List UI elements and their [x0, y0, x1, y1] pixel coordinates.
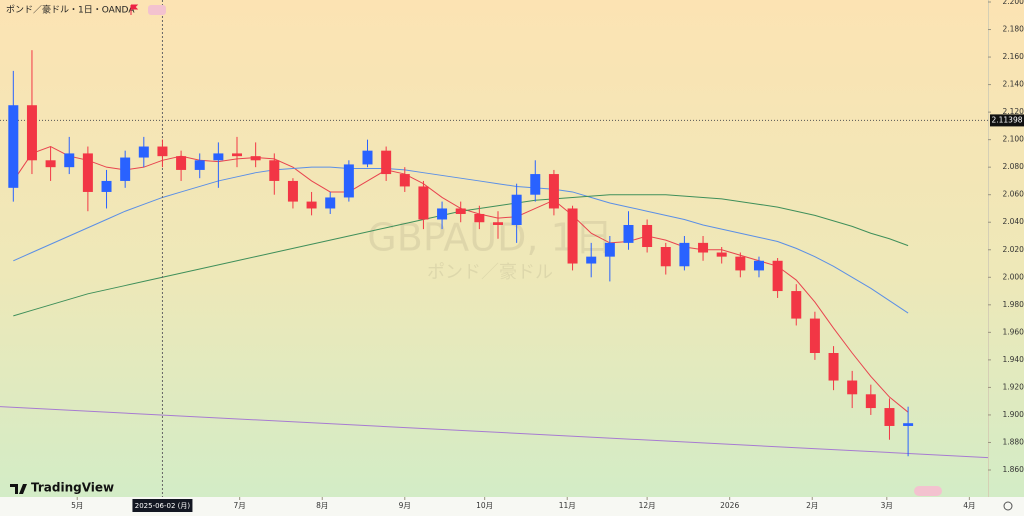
y-tick-label: 1.94000	[1002, 355, 1024, 364]
candle-body	[418, 186, 429, 220]
candle-body	[455, 208, 466, 214]
candle-body	[865, 394, 876, 409]
candle-body	[492, 222, 503, 225]
x-tick-label: 10月	[476, 501, 493, 510]
logo-icon	[10, 484, 27, 494]
candle-body	[194, 160, 205, 170]
x-axis-strip	[0, 497, 1024, 516]
candle-body	[474, 213, 485, 223]
y-tick-label: 2.16000	[1002, 52, 1024, 61]
y-tick-label: 2.14000	[1002, 80, 1024, 89]
candle-body	[567, 208, 578, 264]
y-tick-label: 2.04000	[1002, 217, 1024, 226]
x-tick-label: 9月	[399, 501, 411, 510]
y-tick-label: 2.00000	[1002, 272, 1024, 281]
y-tick-label: 1.86000	[1002, 465, 1024, 474]
candle-body	[287, 180, 298, 202]
plot	[0, 0, 989, 497]
candle-body	[642, 224, 653, 248]
candle-body	[306, 201, 317, 209]
x-tick-label: 11月	[559, 501, 576, 510]
y-tick-label: 2.08000	[1002, 162, 1024, 171]
y-tick-label: 1.90000	[1002, 410, 1024, 419]
candle-body	[101, 180, 112, 192]
candle-body	[437, 208, 448, 220]
chart-title: ポンド／豪ドル・1日・OANDA	[6, 4, 135, 16]
x-tick-label: 2026	[720, 501, 739, 510]
y-tick-label: 1.96000	[1002, 327, 1024, 336]
candle-body	[604, 242, 615, 257]
x-tick-label: 12月	[639, 501, 656, 510]
candle-body	[735, 256, 746, 271]
candle-body	[381, 150, 392, 175]
candle-body	[26, 105, 37, 161]
bottom-icons	[914, 486, 1013, 511]
candle-body	[138, 146, 149, 158]
candle-body	[213, 153, 224, 161]
y-tick-label: 2.12000	[1002, 107, 1024, 116]
y-tick-label: 2.18000	[1002, 25, 1024, 34]
candle-body	[753, 260, 764, 271]
crosshair-label: 2025-06-02 (月)	[135, 502, 191, 510]
candle-body	[847, 380, 858, 395]
candle-body	[343, 164, 354, 198]
y-tick-label: 2.10000	[1002, 135, 1024, 144]
candle-body	[884, 408, 895, 426]
candle-body	[716, 252, 727, 257]
candle-body	[660, 247, 671, 267]
candle-body	[120, 157, 131, 181]
price-label: 2.11398	[991, 115, 1022, 124]
candle-body	[698, 242, 709, 253]
candle-body	[623, 224, 634, 243]
trend-line	[0, 406, 989, 459]
candle-body	[586, 256, 597, 264]
candle-body	[45, 160, 56, 168]
logo-text: TradingView	[31, 481, 114, 495]
x-tick-label: 8月	[316, 501, 328, 510]
candle-body	[232, 153, 243, 157]
background	[0, 0, 1024, 497]
candle-body	[399, 174, 410, 187]
candle-body	[772, 260, 783, 292]
candle-body	[828, 353, 839, 381]
x-tick-label: 5月	[71, 501, 83, 510]
x-tick-label: 2月	[806, 501, 818, 510]
y-tick-label: 1.88000	[1002, 437, 1024, 446]
candle-body	[176, 156, 187, 170]
candle-body	[362, 150, 373, 165]
candle-body	[325, 197, 336, 209]
candle-body	[511, 194, 522, 225]
candle-body	[64, 153, 75, 168]
candle-body	[791, 291, 802, 319]
settings-icon[interactable]	[1003, 501, 1013, 511]
y-tick-label: 1.92000	[1002, 382, 1024, 391]
watermark-subtitle: ポンド／豪ドル	[427, 262, 553, 283]
flag-icon	[130, 4, 139, 15]
y-tick-label: 2.20000	[1002, 0, 1024, 6]
candle-body	[903, 423, 914, 426]
candle-body	[82, 153, 93, 192]
price-label-box	[990, 114, 1024, 127]
candle-body	[8, 105, 19, 188]
x-tick-label: 4月	[963, 501, 975, 510]
candle-body	[269, 160, 280, 181]
y-tick-label: 2.02000	[1002, 245, 1024, 254]
candle-body	[530, 174, 541, 195]
icon[interactable]	[914, 486, 942, 496]
y-tick-label: 2.06000	[1002, 190, 1024, 199]
logo-group: TradingView	[10, 481, 114, 495]
candle-body	[157, 146, 168, 157]
y-tick-label: 1.98000	[1002, 300, 1024, 309]
candle-body	[679, 242, 690, 267]
candle-body	[809, 318, 820, 353]
candle-body	[250, 156, 261, 161]
toggle-icon[interactable]	[148, 5, 166, 15]
x-tick-label: 3月	[881, 501, 893, 510]
crosshair-label-box	[132, 499, 193, 512]
x-tick-label: 7月	[234, 501, 246, 510]
candle-body	[548, 174, 559, 209]
